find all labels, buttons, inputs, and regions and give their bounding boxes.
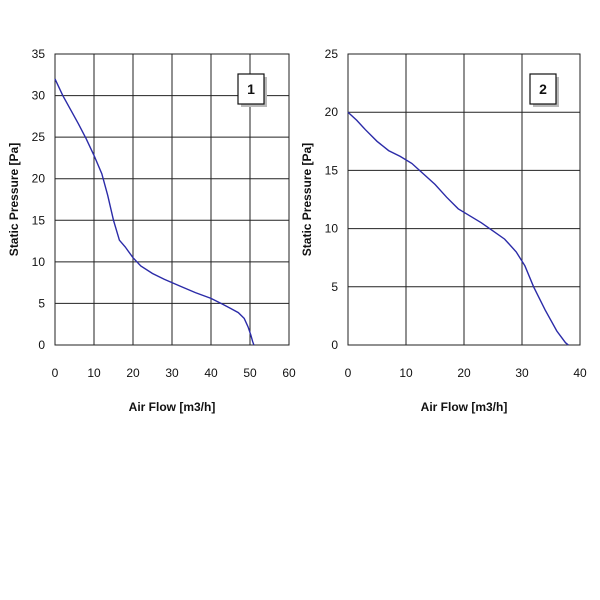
y-tick-label: 10: [32, 255, 46, 269]
panel-badge-label: 2: [539, 81, 547, 97]
y-tick-label: 25: [325, 47, 339, 61]
data-series-line: [54, 78, 255, 346]
x-tick-label: 40: [573, 366, 587, 380]
chart-1: 0 10 20 30 40 50 60 0 5 10 15 20 25 30 35 Air Flow [m3/…: [7, 47, 296, 414]
y-axis-label: Static Pressure [Pa]: [7, 143, 21, 256]
x-tick-label: 20: [457, 366, 471, 380]
chart-2: 0 10 20 30 40 0 5 10 15 20 25 Air Flow [m3/h] Static…: [300, 47, 587, 414]
y-tick-label: 25: [32, 130, 46, 144]
y-tick-label: 15: [32, 213, 46, 227]
x-tick-label: 60: [282, 366, 296, 380]
y-tick-label: 15: [325, 163, 339, 177]
plot-frame: [347, 53, 581, 346]
y-tick-label: 0: [331, 338, 338, 352]
y-tick-label: 35: [32, 47, 46, 61]
x-tick-label: 10: [399, 366, 413, 380]
plot-frame: [54, 53, 290, 346]
y-tick-label: 0: [38, 338, 45, 352]
panel-badge-label: 1: [247, 81, 255, 97]
y-axis-label: Static Pressure [Pa]: [300, 143, 314, 256]
x-tick-label: 40: [204, 366, 218, 380]
y-tick-label: 10: [325, 222, 339, 236]
panel-badge: [529, 73, 557, 105]
x-tick-label: 0: [345, 366, 352, 380]
x-axis-label: Air Flow [m3/h]: [129, 400, 216, 414]
panel-badge: [237, 73, 265, 105]
y-tick-label: 5: [38, 296, 45, 310]
data-series-line: [347, 111, 569, 346]
x-tick-label: 20: [126, 366, 140, 380]
y-tick-label: 20: [32, 172, 46, 186]
x-tick-label: 30: [165, 366, 179, 380]
y-tick-label: 5: [331, 280, 338, 294]
x-tick-label: 0: [52, 366, 59, 380]
x-tick-label: 10: [87, 366, 101, 380]
y-tick-label: 30: [32, 89, 46, 103]
y-tick-label: 20: [325, 105, 339, 119]
x-tick-label: 50: [243, 366, 257, 380]
x-axis-label: Air Flow [m3/h]: [421, 400, 508, 414]
x-tick-label: 30: [515, 366, 529, 380]
